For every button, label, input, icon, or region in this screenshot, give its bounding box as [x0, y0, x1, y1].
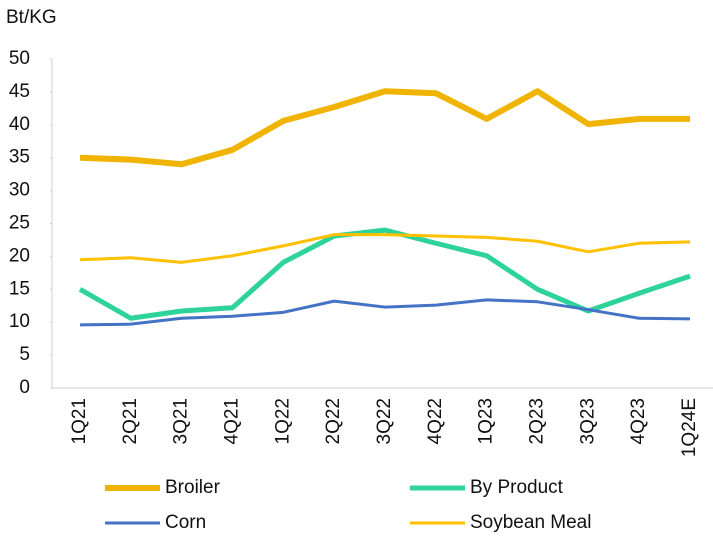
line-series: [79, 298, 691, 327]
y-tick-label: 50: [9, 48, 30, 69]
y-tick-label: 30: [9, 180, 30, 201]
y-tick-label: 35: [9, 147, 30, 168]
line-series: [79, 88, 690, 168]
line-series: [78, 227, 691, 321]
x-tick-label: 1Q23: [476, 398, 497, 444]
x-tick-label: 3Q21: [171, 398, 192, 444]
x-tick-label: 3Q23: [577, 398, 598, 444]
x-tick-label: 3Q22: [374, 398, 395, 444]
line-series: [79, 233, 691, 264]
x-tick-label: 2Q22: [323, 398, 344, 444]
x-tick-label: 4Q23: [628, 398, 649, 444]
x-tick-label: 1Q22: [272, 398, 293, 444]
legend-label: Soybean Meal: [470, 512, 591, 533]
y-tick-label: 45: [9, 81, 30, 102]
y-tick-label: 25: [9, 213, 30, 234]
x-tick-label: 2Q23: [527, 398, 548, 444]
y-tick-label: 20: [9, 245, 30, 266]
legend-label: Corn: [165, 512, 206, 533]
y-tick-label: 0: [19, 377, 30, 398]
x-tick-label: 2Q21: [120, 398, 141, 444]
legend-label: Broiler: [165, 477, 221, 498]
x-tick-label: 1Q24E: [679, 398, 700, 457]
y-tick-label: 15: [9, 278, 30, 299]
legend-label: By Product: [470, 477, 564, 498]
x-tick-label: 4Q22: [425, 398, 446, 444]
y-axis-label: Bt/KG: [6, 7, 57, 28]
y-tick-label: 10: [9, 311, 30, 332]
x-tick-label: 4Q21: [222, 398, 243, 444]
y-tick-label: 40: [9, 114, 30, 135]
y-tick-label: 5: [19, 344, 30, 365]
x-tick-label: 1Q21: [69, 398, 90, 444]
